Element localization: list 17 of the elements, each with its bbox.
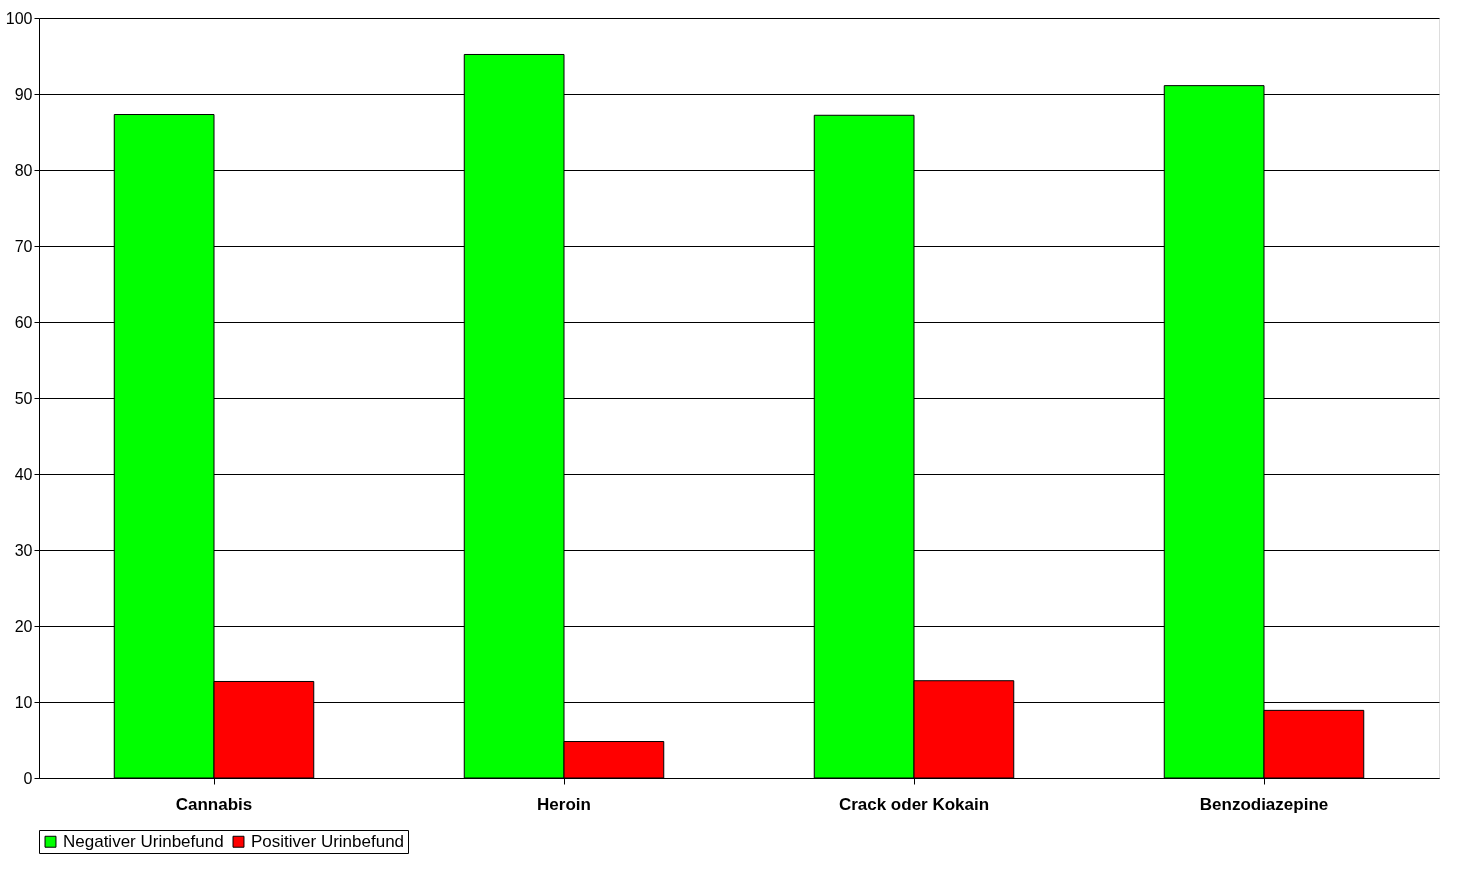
y-tick-label: 40 xyxy=(14,465,33,483)
y-tick-label: 80 xyxy=(14,161,33,179)
x-tick-label: Cannabis xyxy=(175,794,253,814)
y-tick-label: 60 xyxy=(14,313,33,331)
legend-label: Positiver Urinbefund xyxy=(251,831,405,851)
y-tick-label: 10 xyxy=(14,693,33,711)
y-tick-label: 50 xyxy=(14,389,33,407)
y-tick-label: 20 xyxy=(14,617,33,635)
y-tick-label: 30 xyxy=(14,541,33,559)
x-tick-label: Crack oder Kokain xyxy=(838,794,990,814)
x-tick-label: Benzodiazepine xyxy=(1199,794,1329,814)
x-tick-label: Heroin xyxy=(537,794,591,814)
legend-label: Negativer Urinbefund xyxy=(63,831,224,851)
y-tick-label: 90 xyxy=(14,85,33,103)
y-tick-label: 70 xyxy=(14,237,33,255)
y-tick-label: 100 xyxy=(5,9,33,27)
y-tick-label: 0 xyxy=(23,769,33,787)
